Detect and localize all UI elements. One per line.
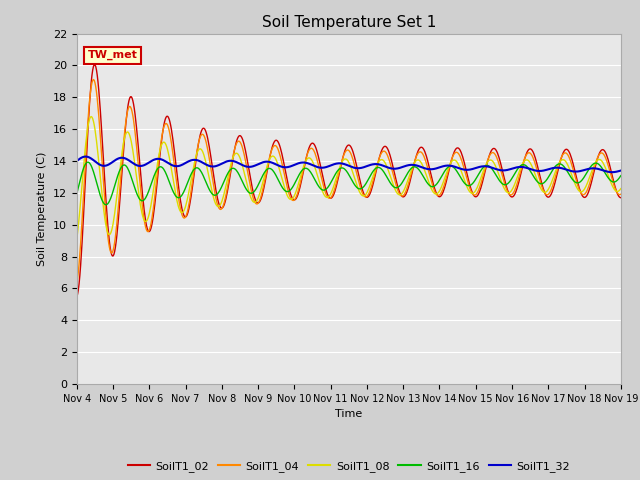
SoilT1_08	[83, 133, 90, 139]
SoilT1_02	[90, 62, 98, 68]
SoilT1_04	[431, 190, 439, 196]
SoilT1_04	[223, 185, 231, 191]
Legend: SoilT1_02, SoilT1_04, SoilT1_08, SoilT1_16, SoilT1_32: SoilT1_02, SoilT1_04, SoilT1_08, SoilT1_…	[123, 457, 575, 477]
SoilT1_08	[87, 114, 95, 120]
SoilT1_04	[90, 77, 97, 83]
SoilT1_04	[140, 211, 147, 217]
SoilT1_32	[73, 158, 81, 164]
SoilT1_32	[82, 154, 90, 159]
SoilT1_16	[417, 168, 424, 174]
SoilT1_02	[431, 188, 439, 194]
SoilT1_08	[195, 147, 202, 153]
Y-axis label: Soil Temperature (C): Soil Temperature (C)	[37, 152, 47, 266]
SoilT1_16	[73, 191, 81, 196]
SoilT1_02	[73, 293, 81, 300]
Line: SoilT1_08: SoilT1_08	[77, 117, 621, 240]
SoilT1_08	[431, 191, 439, 197]
SoilT1_16	[140, 197, 148, 203]
SoilT1_16	[83, 160, 90, 166]
SoilT1_04	[617, 191, 625, 197]
SoilT1_04	[83, 138, 90, 144]
Line: SoilT1_02: SoilT1_02	[77, 65, 621, 296]
Line: SoilT1_04: SoilT1_04	[77, 80, 621, 283]
Line: SoilT1_32: SoilT1_32	[77, 156, 621, 172]
SoilT1_16	[617, 173, 625, 179]
SoilT1_32	[617, 168, 625, 173]
SoilT1_16	[224, 170, 232, 176]
SoilT1_08	[416, 158, 424, 164]
SoilT1_02	[416, 145, 424, 151]
SoilT1_16	[196, 167, 204, 172]
SoilT1_04	[416, 149, 424, 155]
SoilT1_16	[102, 202, 110, 207]
SoilT1_08	[140, 216, 147, 221]
Line: SoilT1_16: SoilT1_16	[77, 162, 621, 204]
SoilT1_32	[140, 163, 147, 168]
Text: TW_met: TW_met	[88, 50, 138, 60]
SoilT1_08	[73, 237, 81, 242]
SoilT1_32	[195, 158, 202, 164]
SoilT1_16	[433, 182, 440, 188]
SoilT1_32	[84, 154, 92, 160]
SoilT1_32	[431, 166, 439, 171]
SoilT1_02	[140, 200, 147, 206]
X-axis label: Time: Time	[335, 409, 362, 419]
SoilT1_32	[608, 169, 616, 175]
SoilT1_08	[223, 177, 231, 182]
SoilT1_08	[617, 186, 625, 192]
SoilT1_04	[195, 140, 202, 145]
SoilT1_04	[73, 280, 81, 286]
Title: Soil Temperature Set 1: Soil Temperature Set 1	[262, 15, 436, 30]
SoilT1_32	[416, 164, 424, 169]
SoilT1_32	[223, 158, 231, 164]
SoilT1_02	[617, 195, 625, 201]
SoilT1_02	[195, 140, 202, 145]
SoilT1_02	[83, 151, 90, 157]
SoilT1_16	[84, 159, 92, 165]
SoilT1_02	[223, 189, 231, 194]
